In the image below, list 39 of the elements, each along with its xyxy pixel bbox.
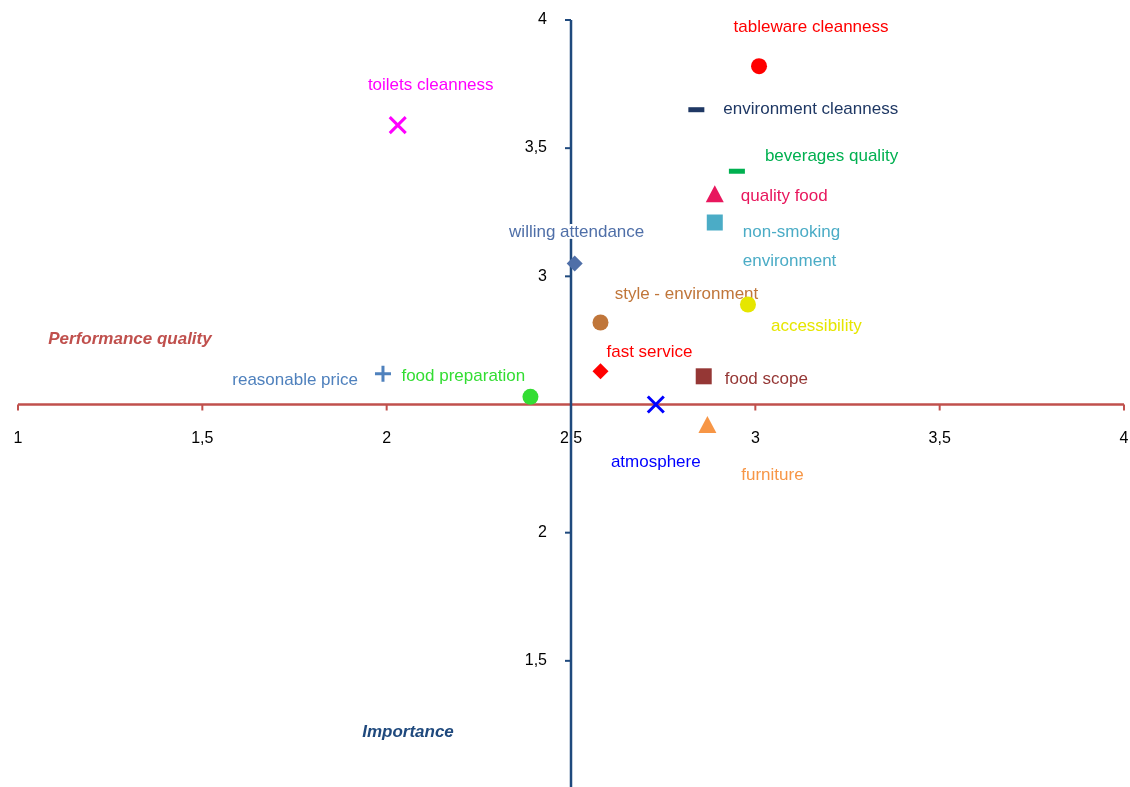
x-tick-label: 1,5 <box>191 428 214 446</box>
x-tick-label: 1 <box>13 428 23 446</box>
series-label: quality food <box>740 186 828 206</box>
point <box>522 388 539 405</box>
point <box>388 115 408 135</box>
series-label: accessibility <box>770 316 863 336</box>
text: furniture <box>741 465 804 485</box>
x-tick-label: 3,5 <box>928 428 951 446</box>
series-label: non-smoking environment <box>742 221 841 270</box>
series-label: toilets cleanness <box>367 75 494 95</box>
point <box>695 368 712 385</box>
series-label: food preparation <box>401 366 526 386</box>
x-axis-title: Performance quality <box>48 329 214 349</box>
point <box>698 416 717 434</box>
y-tick-label: 4 <box>538 10 548 28</box>
series-label: tableware cleanness <box>733 17 889 37</box>
point <box>566 255 583 272</box>
x-tick-label: 3 <box>750 428 760 446</box>
y-axis-title: Importance <box>362 722 454 742</box>
point <box>592 363 609 380</box>
x-tick-label: 2 <box>382 428 392 446</box>
series-label: food scope <box>724 369 808 389</box>
series-label: beverages quality <box>764 146 899 166</box>
series-label: reasonable price <box>232 370 358 390</box>
point <box>592 314 609 331</box>
y-tick-label: 2 <box>538 522 548 540</box>
x-tick-label: 4 <box>1119 428 1129 446</box>
y-tick-label: 3 <box>538 266 548 284</box>
y-tick-label: 1,5 <box>524 651 548 669</box>
point <box>706 214 723 231</box>
series-label: style - environment <box>614 284 759 304</box>
series-label: fast service <box>606 342 693 362</box>
series-label: environment cleanness <box>723 99 899 119</box>
point <box>705 185 724 203</box>
y-tick-label: 3,5 <box>524 138 548 156</box>
point <box>646 395 666 414</box>
point <box>751 58 768 75</box>
text: atmosphere <box>610 451 701 471</box>
point <box>373 364 393 384</box>
